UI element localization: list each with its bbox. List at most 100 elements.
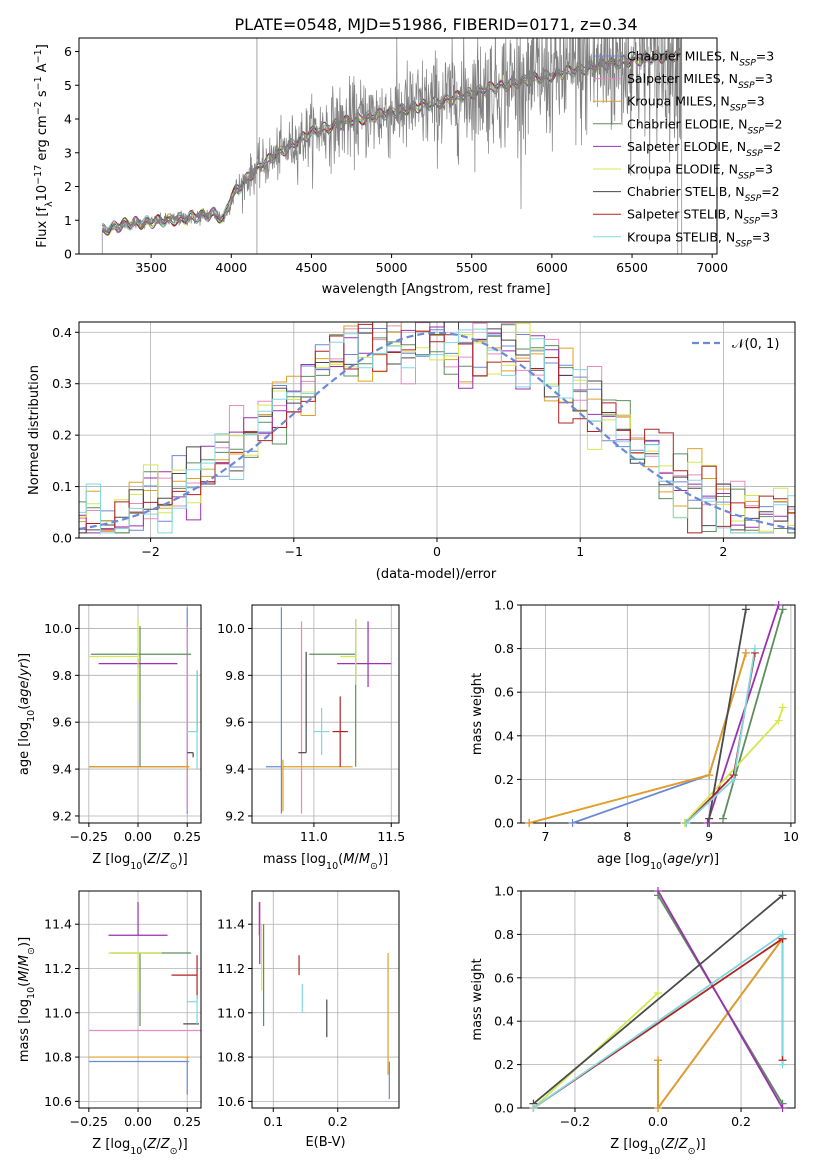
y-axis-label: age [log10(age/yr)] bbox=[17, 653, 37, 775]
x-axis-label: mass [log10(M/M⊙)] bbox=[263, 852, 388, 872]
weight-line bbox=[706, 605, 780, 823]
y-axis-label: Flux [fλ10−17 erg cm−2 s−1 A−1] bbox=[33, 44, 55, 248]
label-part: / bbox=[354, 852, 359, 867]
label-part: erg cm bbox=[35, 115, 50, 164]
legend-label: Kroupa ELODIE, NSSP=3 bbox=[627, 162, 773, 182]
y-tick-label: 10.8 bbox=[217, 1050, 245, 1065]
plot-area-mass_vs_EBV bbox=[258, 902, 390, 1100]
legend-nssp: =2 bbox=[763, 139, 781, 154]
axes-frame bbox=[520, 604, 796, 824]
label-part: age bbox=[667, 852, 691, 867]
y-tick-label: 9.6 bbox=[52, 715, 72, 730]
legend-name: Chabrier STELIB, N bbox=[627, 184, 745, 199]
weight-marker bbox=[703, 819, 712, 827]
legend-name: Salpeter STELIB, N bbox=[627, 207, 743, 222]
x-axis-label: Z [log10(Z/Z⊙)] bbox=[610, 1137, 705, 1157]
legend-label: 𝒩(0, 1) bbox=[732, 337, 779, 352]
data-spectrum-line bbox=[101, 38, 683, 254]
x-tick-label: 0.2 bbox=[328, 1114, 348, 1129]
legend-sub: SSP bbox=[747, 126, 764, 136]
label-part: yr bbox=[17, 661, 32, 677]
legend-sub: SSP bbox=[739, 59, 756, 69]
weight-marker bbox=[654, 1056, 662, 1065]
legend-name: Kroupa STELIB, N bbox=[627, 229, 735, 244]
normal-curve bbox=[79, 331, 795, 531]
label-part: s bbox=[35, 90, 50, 101]
axes-spectrum: 3500 4000 4500 5000 5500 6000 6500 7000 0 1 2 3 4 5 6 w… bbox=[33, 37, 782, 297]
y-tick-label: 6 bbox=[64, 44, 72, 59]
legend-nssp: =2 bbox=[761, 184, 779, 199]
plot-area-mass_vs_Z bbox=[88, 902, 201, 1095]
y-tick-label: 0.0 bbox=[52, 531, 72, 546]
y-tick-label: 1.0 bbox=[494, 598, 514, 613]
y-tick-label: 0.8 bbox=[494, 641, 514, 656]
label-part: / bbox=[156, 1137, 161, 1152]
label-part: (data-model)/error bbox=[376, 567, 497, 582]
label-part: A bbox=[35, 63, 50, 76]
y-tick-label: 9.4 bbox=[52, 762, 72, 777]
legend-nssp: =3 bbox=[755, 162, 773, 177]
x-axis-label: age [log10(age/yr)] bbox=[597, 852, 719, 872]
label-part: )] bbox=[178, 852, 188, 867]
label-part: ⊙ bbox=[688, 1146, 696, 1157]
label-part: 10 bbox=[26, 987, 37, 999]
y-tick-label: 11.2 bbox=[44, 961, 72, 976]
legend-nssp: =3 bbox=[752, 229, 770, 244]
weight-marker bbox=[568, 819, 577, 827]
label-part: 10 bbox=[26, 710, 37, 722]
weight-marker bbox=[774, 716, 783, 725]
x-tick-label: 0.0 bbox=[648, 1114, 668, 1129]
weight-marker bbox=[750, 644, 759, 653]
axes-age_vs_Z: −0.25 0.00 0.259.29.49.69.810.0Z [log10(Z/… bbox=[17, 604, 202, 872]
label-part: ( bbox=[662, 852, 667, 867]
x-tick-label: 0.00 bbox=[124, 829, 152, 844]
y-tick-label: 0.0 bbox=[494, 816, 514, 831]
axes-weight_vs_Z: −0.2 0.0 0.20.00.20.40.60.81.0Z [log10(Z/Z… bbox=[470, 884, 796, 1157]
label-part: mass weight bbox=[470, 673, 485, 755]
label-part: Flux [f bbox=[35, 207, 50, 248]
legend-sub: SSP bbox=[745, 194, 762, 204]
label-part: )] bbox=[178, 1137, 188, 1152]
plot-area-age_vs_mass bbox=[265, 607, 392, 814]
x-axis-label: Z [log10(Z/Z⊙)] bbox=[92, 852, 187, 872]
y-tick-label: 0.6 bbox=[494, 970, 514, 985]
histogram-step bbox=[79, 323, 795, 534]
histogram-step bbox=[79, 322, 795, 534]
legend-label: Chabrier ELODIE, NSSP=2 bbox=[627, 116, 782, 136]
y-tick-label: 0.8 bbox=[494, 927, 514, 942]
x-tick-label: 1 bbox=[576, 544, 584, 559]
weight-marker bbox=[654, 988, 662, 997]
y-tick-label: 9.4 bbox=[225, 762, 245, 777]
y-tick-label: 1.0 bbox=[494, 884, 514, 899]
legend-nssp: =3 bbox=[746, 94, 764, 109]
legend-label: Kroupa MILES, NSSP=3 bbox=[627, 94, 765, 114]
weight-marker bbox=[654, 887, 662, 895]
legend-name: Kroupa ELODIE, N bbox=[627, 162, 738, 177]
x-tick-label: 0.00 bbox=[124, 1114, 152, 1129]
y-tick-label: 11.4 bbox=[217, 917, 245, 932]
y-axis-label: mass weight bbox=[470, 673, 485, 755]
legend-name: Chabrier MILES, N bbox=[627, 49, 739, 64]
x-tick-label: −1 bbox=[285, 544, 303, 559]
histogram-step bbox=[79, 322, 795, 534]
legend-label: Chabrier STELIB, NSSP=2 bbox=[627, 184, 780, 204]
label-part: M bbox=[359, 852, 370, 867]
legend-name: Chabrier ELODIE, N bbox=[627, 116, 747, 131]
label-part: 10 bbox=[35, 185, 50, 202]
legend-label: Salpeter MILES, NSSP=3 bbox=[627, 71, 773, 91]
label-part: ( bbox=[142, 1137, 147, 1152]
label-part: −2 bbox=[33, 101, 44, 115]
weight-line bbox=[657, 891, 784, 1108]
weight-line bbox=[532, 894, 784, 1105]
y-tick-label: 9.2 bbox=[52, 808, 72, 823]
y-tick-label: 11.2 bbox=[217, 961, 245, 976]
legend-nssp: =3 bbox=[760, 207, 778, 222]
y-tick-label: 5 bbox=[64, 78, 72, 93]
x-tick-label: 0.25 bbox=[173, 829, 201, 844]
legend-sub: SSP bbox=[746, 149, 763, 159]
label-part: −17 bbox=[33, 165, 44, 185]
label-part: / bbox=[674, 1137, 679, 1152]
label-part: )] bbox=[378, 852, 388, 867]
